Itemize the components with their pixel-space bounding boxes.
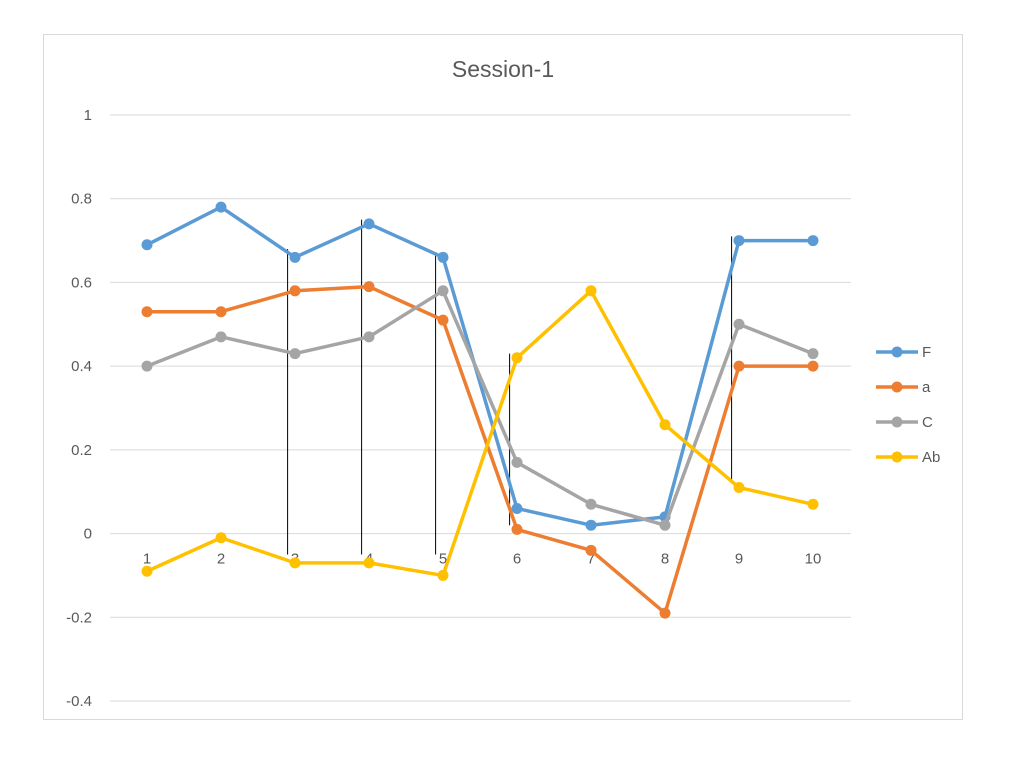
data-point	[363, 557, 375, 569]
series-a	[141, 281, 819, 619]
gridlines	[110, 114, 851, 702]
data-point	[585, 544, 597, 556]
chart-title: Session-1	[452, 56, 554, 82]
legend-swatch-marker	[891, 416, 903, 428]
y-tick-label: 0.2	[71, 442, 92, 459]
y-tick-label: 0.4	[71, 358, 92, 375]
data-point	[659, 519, 671, 531]
data-point	[807, 498, 819, 510]
chart-frame	[43, 34, 963, 720]
data-point	[511, 502, 523, 514]
data-point	[585, 285, 597, 297]
data-point	[733, 318, 745, 330]
series-line	[145, 205, 815, 527]
x-tick-label: 7	[587, 551, 595, 568]
data-point	[659, 419, 671, 431]
legend-swatch-marker	[891, 346, 903, 358]
x-tick-label: 6	[513, 551, 521, 568]
series-line	[145, 289, 815, 527]
data-point	[141, 239, 153, 251]
data-point	[215, 532, 227, 544]
data-point	[141, 565, 153, 577]
x-tick-label: 5	[439, 551, 447, 568]
data-point	[289, 285, 301, 297]
x-tick-label: 1	[143, 551, 151, 568]
data-point	[289, 348, 301, 360]
data-point	[289, 251, 301, 263]
data-point	[659, 607, 671, 619]
y-tick-label: -0.2	[66, 609, 92, 626]
legend-item: C	[876, 414, 933, 431]
data-point	[733, 235, 745, 247]
y-axis-ticks: 1 0.8 0.6 0.4 0.2 0 -0.2 -0.4	[66, 107, 92, 710]
series-C	[141, 285, 819, 531]
data-point	[511, 352, 523, 364]
series-Ab	[141, 285, 819, 581]
series-line	[145, 284, 815, 615]
legend-item: Ab	[876, 449, 940, 466]
legend-label: C	[922, 414, 933, 431]
legend-label: F	[922, 344, 931, 361]
data-point	[363, 331, 375, 343]
x-tick-label: 8	[661, 551, 669, 568]
data-point	[215, 201, 227, 213]
x-axis-ticks: 12345678910	[143, 551, 822, 568]
x-tick-label: 10	[805, 551, 822, 568]
legend-label: Ab	[922, 449, 940, 466]
data-point	[437, 314, 449, 326]
data-point	[437, 569, 449, 581]
y-tick-label: 0	[84, 526, 92, 543]
data-point	[733, 360, 745, 372]
data-point	[585, 498, 597, 510]
data-point	[733, 482, 745, 494]
data-point	[363, 218, 375, 230]
legend: Fa C Ab	[876, 344, 940, 466]
legend-label: a	[922, 379, 931, 396]
y-tick-label: 0.6	[71, 274, 92, 291]
x-tick-label: 2	[217, 551, 225, 568]
legend-swatch-marker	[891, 451, 903, 463]
legend-item: F	[876, 344, 931, 361]
y-tick-label: 1	[84, 107, 92, 124]
y-tick-label: 0.8	[71, 191, 92, 208]
legend-swatch-marker	[891, 381, 903, 393]
data-point	[215, 306, 227, 318]
legend-item: a	[876, 379, 931, 396]
data-point	[807, 360, 819, 372]
data-point	[807, 348, 819, 360]
data-point	[289, 557, 301, 569]
series-line	[145, 289, 815, 578]
data-point	[141, 360, 153, 372]
data-point	[141, 306, 153, 318]
data-point	[215, 331, 227, 343]
data-point	[437, 285, 449, 297]
data-point	[437, 251, 449, 263]
x-tick-label: 9	[735, 551, 743, 568]
data-point	[511, 456, 523, 468]
data-point	[363, 281, 375, 293]
series-F	[141, 201, 819, 531]
data-point	[807, 235, 819, 247]
data-point	[511, 523, 523, 535]
series-lines	[141, 201, 819, 619]
y-tick-label: -0.4	[66, 693, 92, 710]
data-point	[585, 519, 597, 531]
